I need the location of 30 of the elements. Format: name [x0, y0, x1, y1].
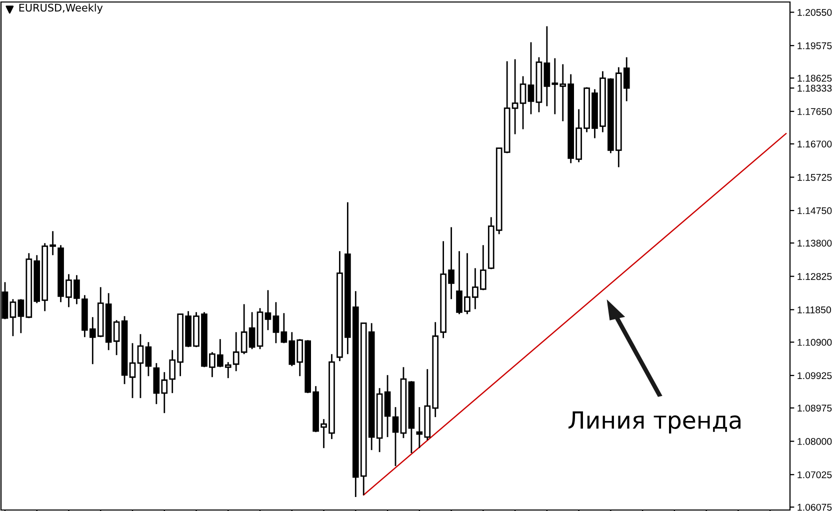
chart-title: EURUSD,Weekly	[19, 4, 103, 14]
y-tick-label: 1.09925	[798, 372, 832, 380]
y-tick-label: 1.14750	[798, 207, 832, 214]
candlestick	[10, 298, 16, 337]
candlestick	[129, 342, 136, 399]
candlestick	[137, 333, 144, 399]
y-tick-label: 1.17650	[798, 108, 832, 116]
annotation: Линия тренда	[568, 411, 740, 434]
candlestick	[528, 42, 534, 115]
candlestick	[512, 58, 518, 135]
candlestick	[264, 289, 272, 331]
candlestick	[145, 341, 152, 377]
y-tick-label: 1.07025	[798, 471, 832, 478]
y-tick-label: 1.13800	[798, 240, 832, 247]
y-tick-label: 1.08000	[798, 438, 832, 445]
y-tick-label: 1.11850	[798, 306, 831, 314]
candlestick	[272, 301, 280, 344]
y-tick-label: 1.12825	[798, 273, 832, 280]
y-tick-label: 1.19575	[798, 42, 832, 50]
candlestick	[520, 76, 526, 130]
y-tick-label: 1.20550	[798, 8, 832, 16]
y-tick-label: 1.06075	[798, 504, 832, 511]
y-tick-label: 1.18625	[798, 74, 832, 82]
candlestick	[248, 311, 256, 350]
y-tick-label: 1.16700	[798, 140, 832, 148]
y-tick-label: 1.10900	[798, 338, 832, 346]
candlestick	[392, 406, 399, 467]
y-tick-label: 1.08975	[798, 404, 832, 412]
y-tick-label: 1.18333	[798, 84, 832, 92]
y-tick-label: 1.15725	[798, 174, 832, 181]
